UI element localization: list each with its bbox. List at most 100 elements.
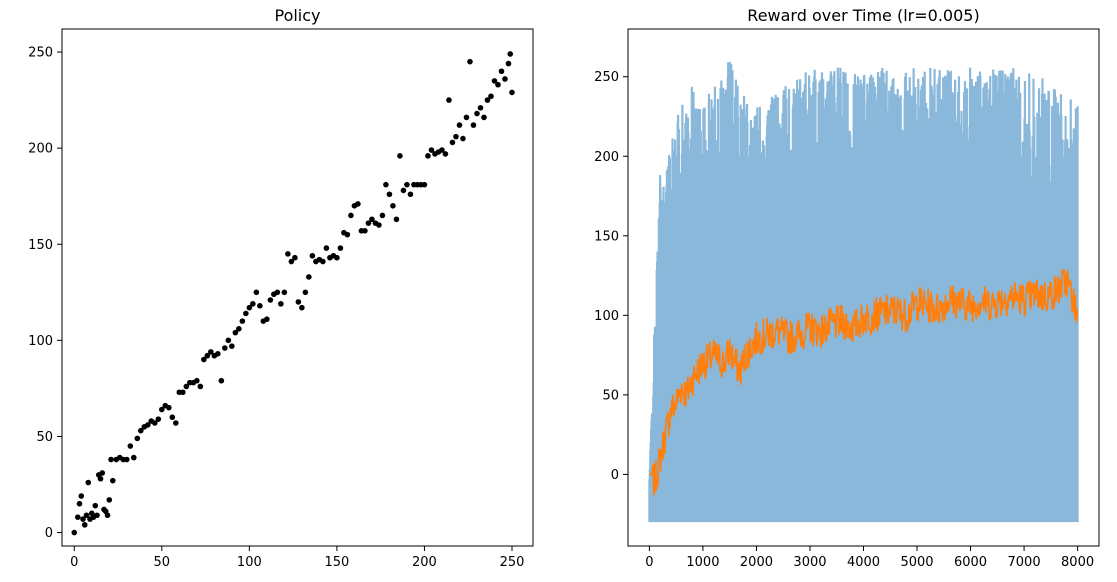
scatter-point [74, 514, 81, 520]
y-tick-label: 150 [594, 229, 619, 244]
scatter-point [344, 231, 351, 238]
scatter-point [229, 343, 235, 349]
x-tick-label: 0 [70, 555, 78, 570]
x-tick-label: 2000 [740, 555, 773, 570]
scatter-point [355, 201, 361, 207]
y-tick-label: 100 [28, 334, 53, 349]
scatter-point [267, 297, 274, 303]
y-tick-label: 200 [28, 142, 53, 157]
scatter-point [442, 151, 449, 157]
scatter-point [498, 68, 505, 75]
scatter-point [97, 475, 104, 482]
scatter-point [137, 427, 144, 434]
x-tick-label: 200 [412, 555, 437, 570]
scatter-point [104, 512, 111, 519]
scatter-point [421, 181, 428, 188]
scatter-point [285, 251, 291, 257]
scatter-point [495, 81, 501, 88]
scatter-point [456, 122, 463, 128]
scatter-point [197, 383, 204, 390]
scatter-point [106, 497, 113, 503]
scatter-point [369, 216, 375, 223]
scatter-point [379, 212, 386, 219]
scatter-point [208, 349, 214, 355]
x-tick-label: 50 [154, 555, 171, 570]
scatter-point [507, 51, 514, 57]
scatter-point [281, 289, 288, 296]
scatter-point [81, 522, 88, 528]
scatter-point [463, 114, 470, 121]
scatter-point [180, 389, 186, 396]
scatter-point [477, 104, 484, 111]
scatter-point [299, 304, 305, 311]
y-tick-label: 50 [36, 430, 53, 445]
scatter-point [481, 114, 487, 121]
y-tick-label: 50 [602, 388, 619, 403]
scatter-point [236, 326, 242, 332]
scatter-point [76, 500, 83, 507]
x-tick-label: 3000 [793, 555, 826, 570]
scatter-point [123, 456, 130, 463]
y-tick-label: 150 [28, 238, 53, 253]
scatter-point [484, 97, 491, 103]
scatter-point [407, 191, 414, 198]
scatter-point [80, 516, 86, 522]
scatter-point [362, 228, 368, 234]
scatter-point [348, 212, 354, 219]
scatter-point [173, 420, 179, 426]
x-tick-label: 5000 [900, 555, 933, 570]
scatter-point [253, 289, 260, 296]
scatter-point [78, 493, 85, 499]
scatter-point [71, 529, 78, 536]
scatter-point [257, 302, 263, 309]
scatter-point [470, 122, 477, 128]
axes-frame [627, 28, 1100, 547]
scatter-point [108, 456, 114, 463]
scatter-point [134, 435, 141, 442]
series-raw-reward [648, 62, 1079, 523]
y-tick-label: 100 [594, 309, 619, 324]
scatter-point [320, 258, 326, 265]
scatter-point [390, 203, 396, 209]
y-tick-label: 200 [594, 150, 619, 165]
x-tick-label: 100 [237, 555, 262, 570]
scatter-point [278, 301, 284, 307]
scatter-point [85, 479, 92, 486]
plot-area [62, 29, 533, 546]
scatter-point [201, 356, 207, 363]
scatter-point [130, 454, 137, 461]
x-tick-label: 7000 [1008, 555, 1041, 570]
scatter-point [215, 351, 221, 357]
scatter-point [144, 422, 151, 428]
scatter-point [306, 274, 312, 280]
scatter-point [92, 502, 99, 509]
scatter-point [474, 110, 480, 117]
scatter-point [169, 414, 176, 421]
x-tick-label: 1000 [686, 555, 719, 570]
y-tick-label: 250 [28, 46, 53, 61]
scatter-point [383, 181, 389, 188]
scatter-point [376, 222, 382, 228]
scatter-point [323, 245, 330, 251]
scatter-point [334, 254, 340, 261]
scatter-point [274, 289, 281, 296]
scatter-point [439, 147, 445, 153]
x-tick-label: 6000 [954, 555, 987, 570]
scatter-point [393, 216, 400, 223]
scatter-point [467, 58, 473, 65]
x-tick-label: 250 [500, 555, 525, 570]
scatter-point [505, 60, 512, 67]
scatter-point [295, 299, 302, 305]
scatter-point [400, 187, 407, 194]
scatter-point [397, 153, 403, 159]
scatter-point [292, 254, 298, 261]
x-tick-label: 4000 [847, 555, 880, 570]
scatter-point [502, 76, 508, 82]
series-smoothed-reward [649, 268, 1079, 496]
scatter-point [488, 93, 494, 100]
scatter-point [83, 512, 90, 519]
scatter-point [94, 512, 100, 519]
y-tick-label: 0 [611, 468, 619, 483]
scatter-point [127, 443, 134, 449]
